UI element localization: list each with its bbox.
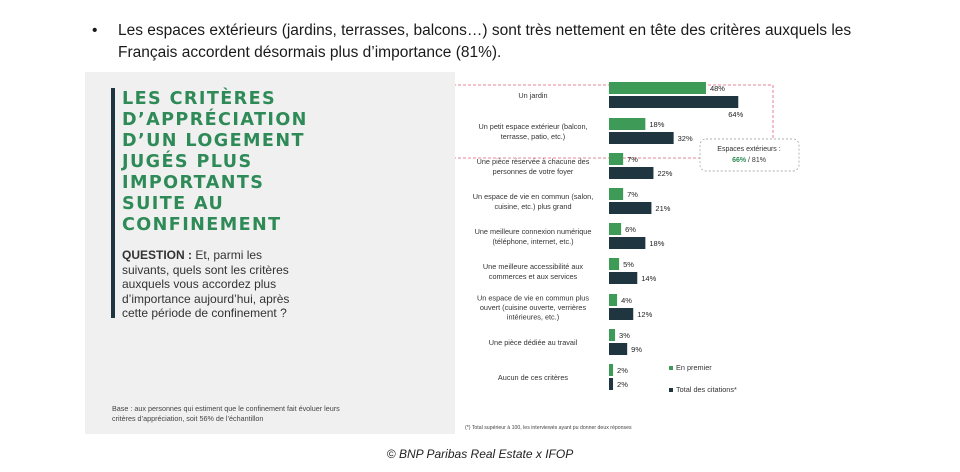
category-label: intérieures, etc.) <box>507 313 559 322</box>
legend-label: Total des citations* <box>676 385 737 394</box>
base-note: Base : aux personnes qui estiment que le… <box>112 404 340 423</box>
category-label: Une meilleure connexion numérique <box>475 227 592 236</box>
legend-swatch-total <box>669 388 673 392</box>
bar-en-premier <box>609 329 616 341</box>
data-label: 18% <box>649 239 664 248</box>
title-line: D’APPRÉCIATION <box>122 110 308 130</box>
bar-chart: Un jardin 48% 64% Un petit espace extérieur… <box>455 82 800 394</box>
question-text: QUESTION : Et, parmi les suivants, quels… <box>122 248 312 321</box>
bar-total-citations <box>609 167 654 179</box>
data-label: 12% <box>637 310 652 319</box>
category-label: (téléphone, internet, etc.) <box>492 237 573 246</box>
left-info-panel <box>85 72 455 434</box>
category-label: cuisine, etc.) plus grand <box>494 202 571 211</box>
category-label: terrasse, patio, etc.) <box>501 132 565 141</box>
data-label: 2% <box>617 380 628 389</box>
data-label: 7% <box>627 155 638 164</box>
legend-label: En premier <box>676 363 712 372</box>
category-label: Un jardin <box>518 91 547 100</box>
legend-swatch-en-premier <box>669 366 673 370</box>
category-label: Une pièce réservée à chacune des <box>477 157 590 166</box>
bar-total-citations <box>609 96 739 108</box>
bullet-dot: • <box>92 22 98 39</box>
question-body: Et, parmi les suivants, quels sont les c… <box>122 248 290 320</box>
data-label: 4% <box>621 296 632 305</box>
data-label: 9% <box>631 345 642 354</box>
data-label: 5% <box>623 260 634 269</box>
category-label: Un espace de vie en commun plus <box>477 293 589 302</box>
title-line: CONFINEMENT <box>122 215 282 235</box>
category-label: commerces et aux services <box>489 272 578 281</box>
chart-footnote: (*) Total supérieur à 100, les interview… <box>465 425 632 431</box>
bar-total-citations <box>609 132 674 144</box>
bar-total-citations <box>609 272 638 284</box>
bar-en-premier <box>609 153 624 165</box>
data-label: 64% <box>728 110 743 119</box>
data-label: 22% <box>657 169 672 178</box>
source-credit: © BNP Paribas Real Estate x IFOP <box>386 447 574 461</box>
bar-total-citations <box>609 308 634 320</box>
chart-panel: Un jardin 48% 64% Un petit espace extérieur… <box>455 72 800 434</box>
bar-en-premier <box>609 223 622 235</box>
bullet-text: Les espaces extérieurs (jardins, terrass… <box>118 22 852 61</box>
data-label: 6% <box>625 225 636 234</box>
title-line: SUITE AU <box>122 194 225 214</box>
category-label: Aucun de ces critères <box>498 373 569 382</box>
bar-en-premier <box>609 364 614 376</box>
data-label: 7% <box>627 190 638 199</box>
bar-en-premier <box>609 118 646 130</box>
bar-total-citations <box>609 237 646 249</box>
data-label: 2% <box>617 366 628 375</box>
bar-total-citations <box>609 378 614 390</box>
category-label: Une pièce dédiée au travail <box>489 338 578 347</box>
data-label: 32% <box>678 134 693 143</box>
title-line: LES CRITÈRES <box>122 89 277 109</box>
data-label: 48% <box>710 84 725 93</box>
annotation-values: 66% / 81% <box>732 157 766 164</box>
question-label: QUESTION : <box>122 248 193 262</box>
category-label: personnes de votre foyer <box>493 167 574 176</box>
bar-en-premier <box>609 82 706 94</box>
bar-en-premier <box>609 188 624 200</box>
category-label: ouvert (cuisine ouverte, verrières <box>480 303 587 312</box>
title-line: IMPORTANTS <box>122 173 265 193</box>
annotation-box <box>699 138 800 172</box>
annotation-label: Espaces extérieurs : <box>717 146 780 153</box>
data-label: 18% <box>649 120 664 129</box>
category-label: Un espace de vie en commun (salon, <box>473 192 593 201</box>
data-label: 3% <box>619 331 630 340</box>
bar-total-citations <box>609 202 652 214</box>
category-label: Une meilleure accessibilité aux <box>483 262 584 271</box>
title-line: JUGÉS PLUS <box>122 152 253 172</box>
bar-en-premier <box>609 258 620 270</box>
bar-total-citations <box>609 343 628 355</box>
title-line: D’UN LOGEMENT <box>122 131 305 151</box>
category-label: Un petit espace extérieur (balcon, <box>478 122 587 131</box>
data-label: 21% <box>655 204 670 213</box>
title-accent-bar <box>111 88 115 318</box>
panel-title: LES CRITÈRES D’APPRÉCIATION D’UN LOGEMEN… <box>122 89 352 236</box>
data-label: 14% <box>641 274 656 283</box>
bar-en-premier <box>609 294 618 306</box>
